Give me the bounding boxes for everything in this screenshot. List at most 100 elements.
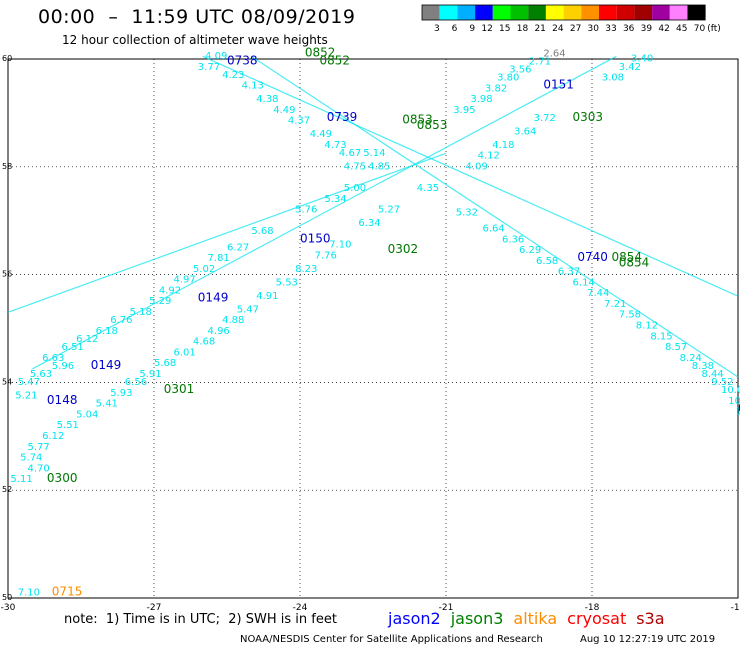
wave-height-label: 6.36	[502, 234, 524, 245]
wave-height-label: 4.91	[256, 291, 278, 302]
color-bin-swatch	[475, 5, 493, 20]
wave-height-label: 5.47	[18, 377, 40, 388]
wave-height-label: 5.76	[295, 205, 317, 216]
pass-time-label: 0151	[543, 78, 574, 92]
wave-height-label: 3.40	[631, 54, 653, 65]
color-bin-swatch	[599, 5, 617, 20]
pass-time-label: 0150	[300, 231, 331, 245]
pass-time-label: 0853	[417, 118, 448, 132]
wave-height-label: 6.37	[558, 267, 580, 278]
wave-height-label: 5.93	[110, 388, 132, 399]
wave-height-label: 5.51	[57, 420, 79, 431]
color-bin-label: 33	[605, 24, 616, 34]
wave-height-label: 5.18	[130, 307, 152, 318]
color-bin-swatch	[669, 5, 688, 20]
wave-height-label: 6.27	[227, 242, 249, 253]
color-bin-swatch	[581, 5, 599, 20]
wave-height-label: 6.51	[62, 342, 84, 353]
color-bin-label: 15	[499, 24, 510, 34]
pass-time-label: 0148	[47, 393, 78, 407]
lon-tick-label: -27	[147, 603, 162, 613]
wave-height-label: 8.57	[665, 342, 687, 353]
wave-height-label: 4.12	[478, 151, 500, 162]
wave-height-label: 7.44	[587, 288, 609, 299]
color-bin-label: 30	[588, 24, 600, 34]
wave-height-label: 4.97	[173, 275, 195, 286]
wave-height-label: 4.68	[193, 337, 215, 348]
wave-height-label: 5.74	[20, 453, 42, 464]
wave-height-label: 4.13	[242, 81, 264, 92]
pass-time-label: 0854	[619, 256, 650, 270]
pass-time-label: 0852	[319, 53, 350, 67]
color-bin-swatch	[492, 5, 511, 20]
wave-height-label: 5.00	[344, 183, 366, 194]
wave-height-label: 5.77	[27, 442, 49, 453]
satellite-track	[32, 55, 617, 370]
wave-height-label: 4.70	[27, 463, 49, 474]
wave-height-label: 5.29	[149, 296, 171, 307]
wave-height-label: 4.38	[256, 94, 278, 105]
pass-time-label: 0853	[402, 113, 433, 127]
wave-height-label: 3.56	[509, 64, 531, 75]
wave-height-label: 6.29	[519, 245, 541, 256]
satellite-name: s3a	[636, 609, 665, 628]
wave-height-label: 5.34	[324, 194, 346, 205]
wave-height-label: 5.11	[10, 474, 32, 485]
lon-tick-label: -21	[439, 603, 454, 613]
wave-height-label: 6.64	[483, 223, 505, 234]
pass-time-label: 0739	[327, 110, 358, 124]
wave-height-label: 8.24	[680, 353, 702, 364]
color-bin-swatch	[616, 5, 635, 20]
satellite-legend: jason2 jason3 altika cryosat s3a	[388, 609, 675, 628]
wave-height-label: 4.88	[222, 315, 244, 326]
color-bin-label: 36	[623, 24, 635, 34]
wave-height-label: 5.91	[139, 369, 161, 380]
lon-tick-label: -24	[293, 603, 308, 613]
pass-time-label: 0715	[52, 584, 83, 598]
wave-height-label: 8.23	[295, 264, 317, 275]
wave-height-label: 6.76	[110, 315, 132, 326]
wave-height-label: 8.15	[650, 331, 672, 342]
lon-tick-label: -15	[731, 603, 740, 613]
wave-height-label: 7.76	[315, 250, 337, 261]
color-bin-label: 21	[534, 24, 545, 34]
color-bin-swatch	[545, 5, 564, 20]
wave-height-label: 3.98	[470, 94, 492, 105]
wave-height-label: 5.63	[30, 369, 52, 380]
satellite-track	[202, 55, 739, 297]
pass-time-label: 073	[738, 401, 740, 415]
wave-height-label: 4.37	[288, 116, 310, 127]
wave-height-label: 7.21	[604, 299, 626, 310]
wave-height-label: 5.53	[276, 277, 298, 288]
map-subtitle: 12 hour collection of altimeter wave hei…	[62, 33, 328, 47]
pass-time-label: 0852	[305, 45, 336, 59]
wave-height-label: 7.81	[208, 253, 230, 264]
wave-height-label: 10.41	[736, 407, 740, 418]
wave-height-label: 4.49	[310, 129, 332, 140]
wave-height-label: 5.32	[456, 207, 478, 218]
color-bin-swatch	[457, 5, 476, 20]
wave-height-label: 3.42	[619, 62, 641, 73]
color-bin-label: 27	[570, 24, 581, 34]
satellite-name: altika	[513, 609, 558, 628]
map-frame	[7, 58, 739, 599]
wave-height-label: 4.73	[324, 140, 346, 151]
wave-height-label: 5.47	[237, 304, 259, 315]
wave-height-label: 4.49	[273, 105, 295, 116]
wave-height-label: 4.18	[492, 140, 514, 151]
wave-height-label: 4.85	[368, 161, 390, 172]
pass-time-label: 0303	[573, 110, 604, 124]
wave-height-label: 6.58	[536, 256, 558, 267]
wave-height-label: 6.56	[125, 377, 147, 388]
wave-height-label: 3.77	[198, 62, 220, 73]
pass-time-label: 0854	[611, 250, 642, 264]
color-bin-label: 18	[517, 24, 529, 34]
wave-height-label: 5.02	[193, 264, 215, 275]
wave-height-label: 8.12	[636, 321, 658, 332]
lat-tick-label: 56	[2, 270, 12, 279]
wave-height-label: 10.19	[728, 396, 740, 407]
color-bin-swatch	[563, 5, 582, 20]
wave-height-label: 5.68	[154, 358, 176, 369]
color-bin-label: 12	[481, 24, 492, 34]
